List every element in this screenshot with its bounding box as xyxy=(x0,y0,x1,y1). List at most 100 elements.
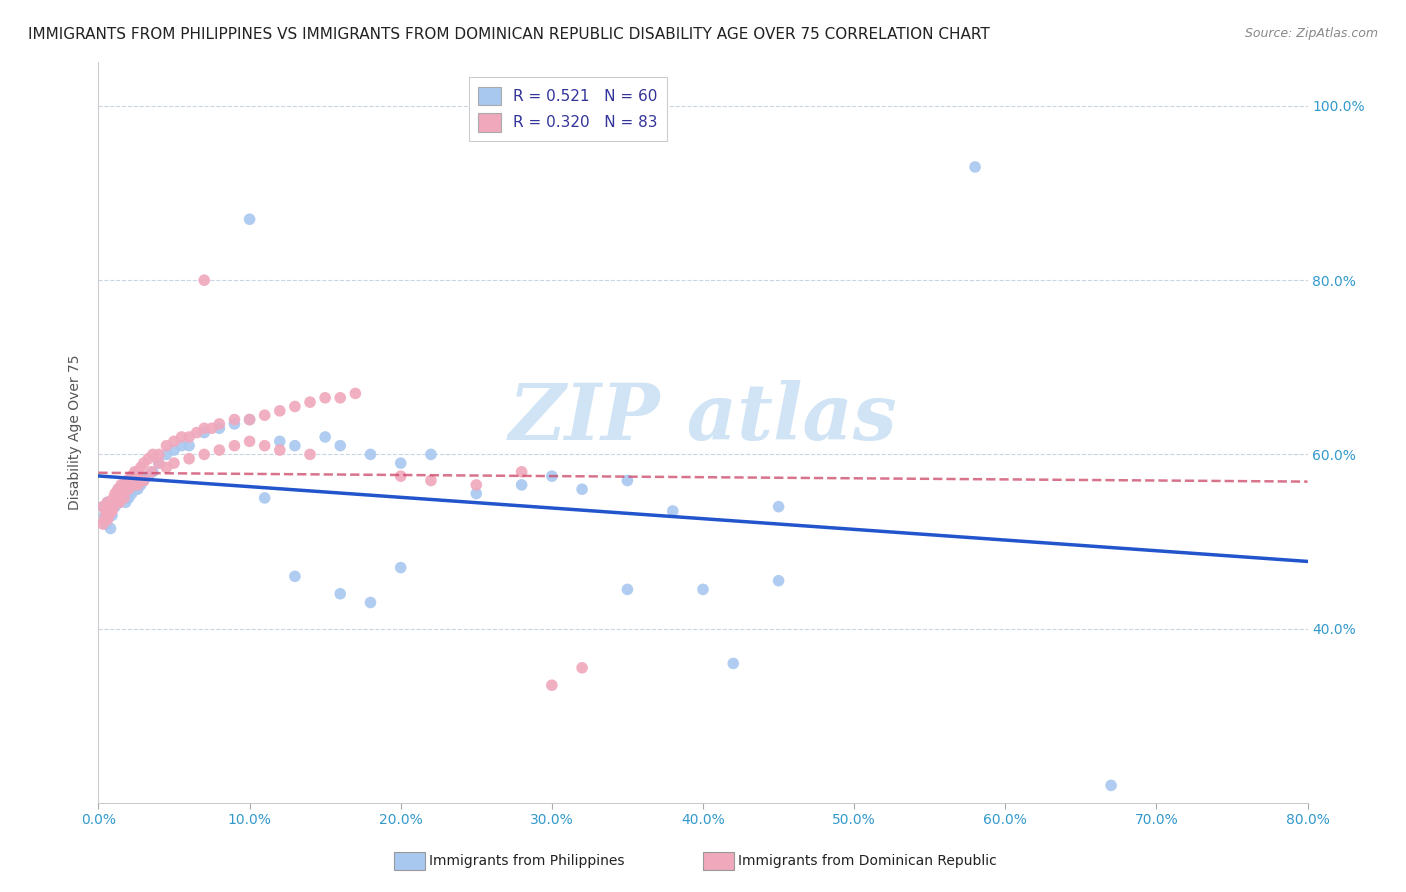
Point xyxy=(108,486,131,500)
Point xyxy=(129,474,152,488)
Point xyxy=(127,478,149,492)
Point xyxy=(420,447,443,461)
Point xyxy=(163,434,186,449)
Point xyxy=(121,469,143,483)
Point xyxy=(239,212,262,227)
Point xyxy=(193,273,215,287)
Point xyxy=(103,491,125,505)
Point xyxy=(96,495,118,509)
Point xyxy=(540,678,562,692)
Point xyxy=(103,495,125,509)
Point xyxy=(94,517,117,532)
Point xyxy=(104,486,127,500)
Point xyxy=(96,513,118,527)
Point xyxy=(239,434,262,449)
Point xyxy=(110,486,132,500)
Point xyxy=(389,469,412,483)
Point xyxy=(115,474,138,488)
Point xyxy=(98,500,121,514)
Point xyxy=(186,425,208,440)
Point xyxy=(155,439,177,453)
Point xyxy=(100,504,122,518)
Point xyxy=(389,456,412,470)
Point xyxy=(1099,778,1122,792)
Legend: R = 0.521   N = 60, R = 0.320   N = 83: R = 0.521 N = 60, R = 0.320 N = 83 xyxy=(468,78,666,141)
Point xyxy=(115,482,138,496)
Point xyxy=(155,460,177,475)
Y-axis label: Disability Age Over 75: Disability Age Over 75 xyxy=(69,355,83,510)
Point xyxy=(155,447,177,461)
Point xyxy=(360,447,382,461)
Point xyxy=(105,495,128,509)
Point xyxy=(101,504,124,518)
Point xyxy=(179,439,201,453)
Point xyxy=(299,447,322,461)
Point xyxy=(299,395,322,409)
Point xyxy=(91,500,114,514)
Point xyxy=(124,478,146,492)
Point xyxy=(965,160,987,174)
Point xyxy=(104,500,127,514)
Point xyxy=(420,474,443,488)
Point xyxy=(148,456,170,470)
Point xyxy=(193,447,215,461)
Point xyxy=(93,508,115,523)
Point xyxy=(124,465,146,479)
Text: ZIP atlas: ZIP atlas xyxy=(509,380,897,456)
Point xyxy=(329,587,352,601)
Point xyxy=(94,508,117,523)
Point xyxy=(107,491,129,505)
Point xyxy=(112,491,135,505)
Point xyxy=(510,478,533,492)
Point xyxy=(224,439,246,453)
Point xyxy=(314,430,336,444)
Point xyxy=(129,460,152,475)
Point xyxy=(94,504,117,518)
Text: Source: ZipAtlas.com: Source: ZipAtlas.com xyxy=(1244,27,1378,40)
Point xyxy=(284,400,307,414)
Point xyxy=(118,491,141,505)
Point xyxy=(661,504,683,518)
Point xyxy=(118,482,141,496)
Point xyxy=(329,391,352,405)
Point xyxy=(127,465,149,479)
Point xyxy=(121,486,143,500)
Point xyxy=(239,412,262,426)
Point xyxy=(132,474,155,488)
Point xyxy=(193,425,215,440)
Point xyxy=(571,482,593,496)
Point xyxy=(110,486,132,500)
Point xyxy=(93,513,115,527)
Point xyxy=(344,386,367,401)
Point xyxy=(201,421,224,435)
Point xyxy=(616,474,638,488)
Point xyxy=(208,443,231,458)
Point xyxy=(111,482,134,496)
Point xyxy=(284,569,307,583)
Point xyxy=(105,491,128,505)
Point xyxy=(101,495,124,509)
Point xyxy=(110,478,132,492)
Point xyxy=(224,412,246,426)
Point xyxy=(105,491,128,505)
Point xyxy=(132,474,155,488)
Point xyxy=(329,439,352,453)
Point xyxy=(100,521,122,535)
Point xyxy=(253,491,276,505)
Point xyxy=(136,469,159,483)
Point xyxy=(136,451,159,466)
Point xyxy=(616,582,638,597)
Point xyxy=(208,417,231,431)
Point xyxy=(108,495,131,509)
Point xyxy=(111,486,134,500)
Point xyxy=(103,500,125,514)
Text: IMMIGRANTS FROM PHILIPPINES VS IMMIGRANTS FROM DOMINICAN REPUBLIC DISABILITY AGE: IMMIGRANTS FROM PHILIPPINES VS IMMIGRANT… xyxy=(28,27,990,42)
Point xyxy=(179,430,201,444)
Point xyxy=(284,439,307,453)
Point xyxy=(360,595,382,609)
Point xyxy=(118,474,141,488)
Point xyxy=(208,421,231,435)
Point xyxy=(111,482,134,496)
Point xyxy=(114,482,136,496)
Point xyxy=(768,574,790,588)
